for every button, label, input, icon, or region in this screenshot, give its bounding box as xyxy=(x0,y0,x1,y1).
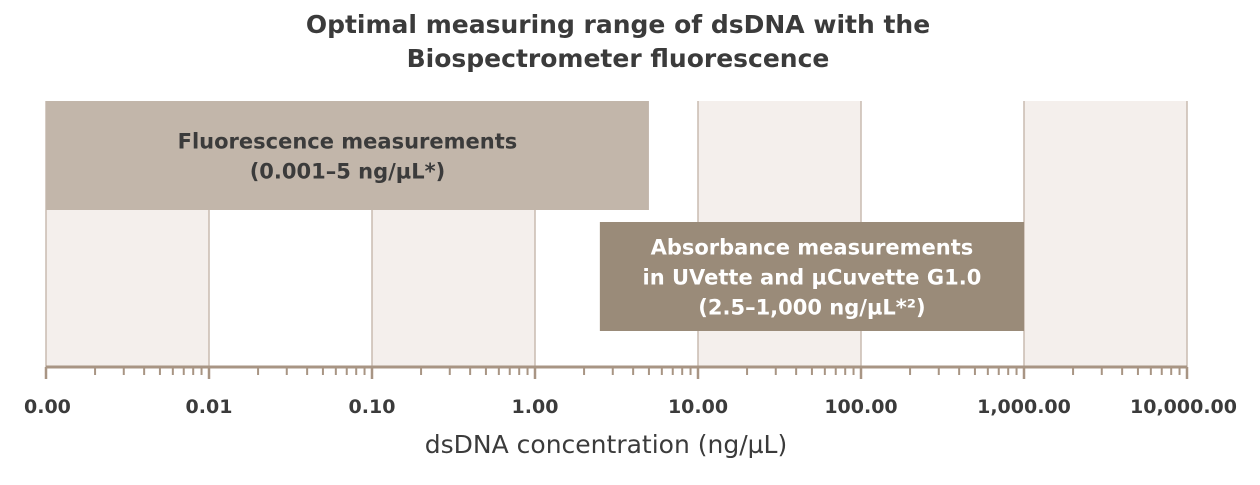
x-tick-label: 0.10 xyxy=(349,396,396,418)
x-tick-label: 0.01 xyxy=(186,396,233,418)
range-bar-absorbance xyxy=(599,222,1024,331)
range-bar-fluorescence xyxy=(46,101,649,210)
chart-title-line-1: Optimal measuring range of dsDNA with th… xyxy=(305,10,931,39)
x-tick-label: 10.00 xyxy=(668,396,728,418)
x-tick-label: 1,000.00 xyxy=(977,396,1071,418)
x-tick-label: 100.00 xyxy=(824,396,897,418)
x-axis-label: dsDNA concentration (ng/µL) xyxy=(424,430,788,459)
range-label: (0.001–5 ng/µL*) xyxy=(250,160,446,184)
range-label: Fluorescence measurements xyxy=(178,130,518,154)
x-tick-label: 10,000.00 xyxy=(1130,396,1237,418)
range-label: Absorbance measurements xyxy=(651,236,974,260)
chart-title-line-2: Biospectrometer fluorescence xyxy=(406,44,830,73)
range-label: in UVette and µCuvette G1.0 xyxy=(643,266,982,290)
x-tick-label: 0.00 xyxy=(24,396,71,418)
range-label: (2.5–1,000 ng/µL*²) xyxy=(698,296,925,320)
decade-band xyxy=(1024,101,1187,367)
chart-title: Optimal measuring range of dsDNA with th… xyxy=(0,8,1236,76)
x-tick-label: 1.00 xyxy=(512,396,559,418)
